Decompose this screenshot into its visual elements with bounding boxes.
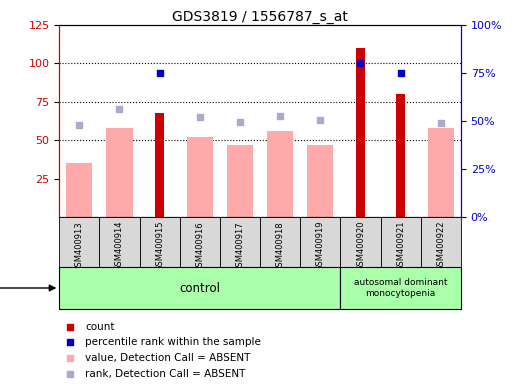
Text: GSM400922: GSM400922 — [436, 221, 445, 271]
Text: percentile rank within the sample: percentile rank within the sample — [85, 337, 262, 347]
Bar — [107, 128, 132, 217]
Bar — [180, 217, 220, 267]
Point — [156, 70, 164, 76]
Point — [356, 60, 365, 66]
Text: GSM400921: GSM400921 — [396, 221, 405, 271]
Bar — [140, 217, 180, 267]
Text: rank, Detection Call = ABSENT: rank, Detection Call = ABSENT — [85, 369, 246, 379]
Bar — [227, 145, 253, 217]
Text: autosomal dominant
monocytopenia: autosomal dominant monocytopenia — [354, 278, 448, 298]
Point — [65, 355, 74, 361]
Point — [75, 122, 83, 128]
Bar — [356, 48, 365, 217]
Point — [65, 371, 74, 377]
Point — [196, 114, 204, 120]
Point — [236, 119, 244, 125]
Text: GSM400918: GSM400918 — [276, 221, 285, 271]
Text: GSM400916: GSM400916 — [195, 221, 204, 271]
Bar — [99, 217, 140, 267]
Bar — [220, 217, 260, 267]
Point — [65, 324, 74, 330]
Bar — [300, 217, 340, 267]
Point — [276, 113, 284, 119]
Text: count: count — [85, 322, 115, 332]
Bar — [260, 217, 300, 267]
Bar — [59, 217, 99, 267]
Bar — [340, 217, 381, 267]
Text: GSM400913: GSM400913 — [75, 221, 84, 271]
Point — [115, 106, 124, 113]
Text: control: control — [179, 281, 220, 295]
Point — [437, 120, 445, 126]
Point — [397, 70, 405, 76]
Bar — [381, 217, 421, 267]
Title: GDS3819 / 1556787_s_at: GDS3819 / 1556787_s_at — [172, 10, 348, 24]
Text: GSM400915: GSM400915 — [155, 221, 164, 271]
Bar — [66, 163, 92, 217]
Text: value, Detection Call = ABSENT: value, Detection Call = ABSENT — [85, 353, 251, 363]
Text: GSM400919: GSM400919 — [316, 221, 325, 271]
Bar — [421, 217, 461, 267]
Bar — [59, 267, 340, 309]
Text: GSM400914: GSM400914 — [115, 221, 124, 271]
Bar — [267, 131, 293, 217]
Bar — [155, 113, 164, 217]
Bar — [428, 128, 454, 217]
Text: disease state: disease state — [0, 283, 55, 293]
Bar — [187, 137, 213, 217]
Text: GSM400920: GSM400920 — [356, 221, 365, 271]
Bar — [307, 145, 333, 217]
Point — [65, 339, 74, 345]
Text: GSM400917: GSM400917 — [235, 221, 245, 271]
Bar — [340, 267, 461, 309]
Bar — [396, 94, 405, 217]
Point — [316, 117, 324, 123]
